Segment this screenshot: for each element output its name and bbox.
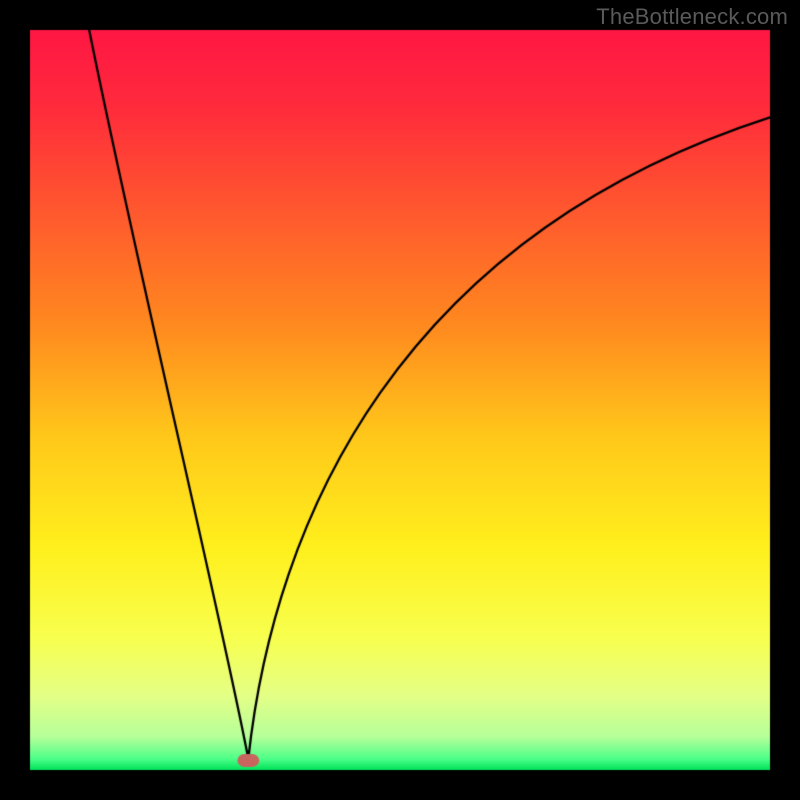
watermark-label: TheBottleneck.com (596, 4, 788, 30)
bottleneck-curve-chart (0, 0, 800, 800)
chart-root: TheBottleneck.com (0, 0, 800, 800)
